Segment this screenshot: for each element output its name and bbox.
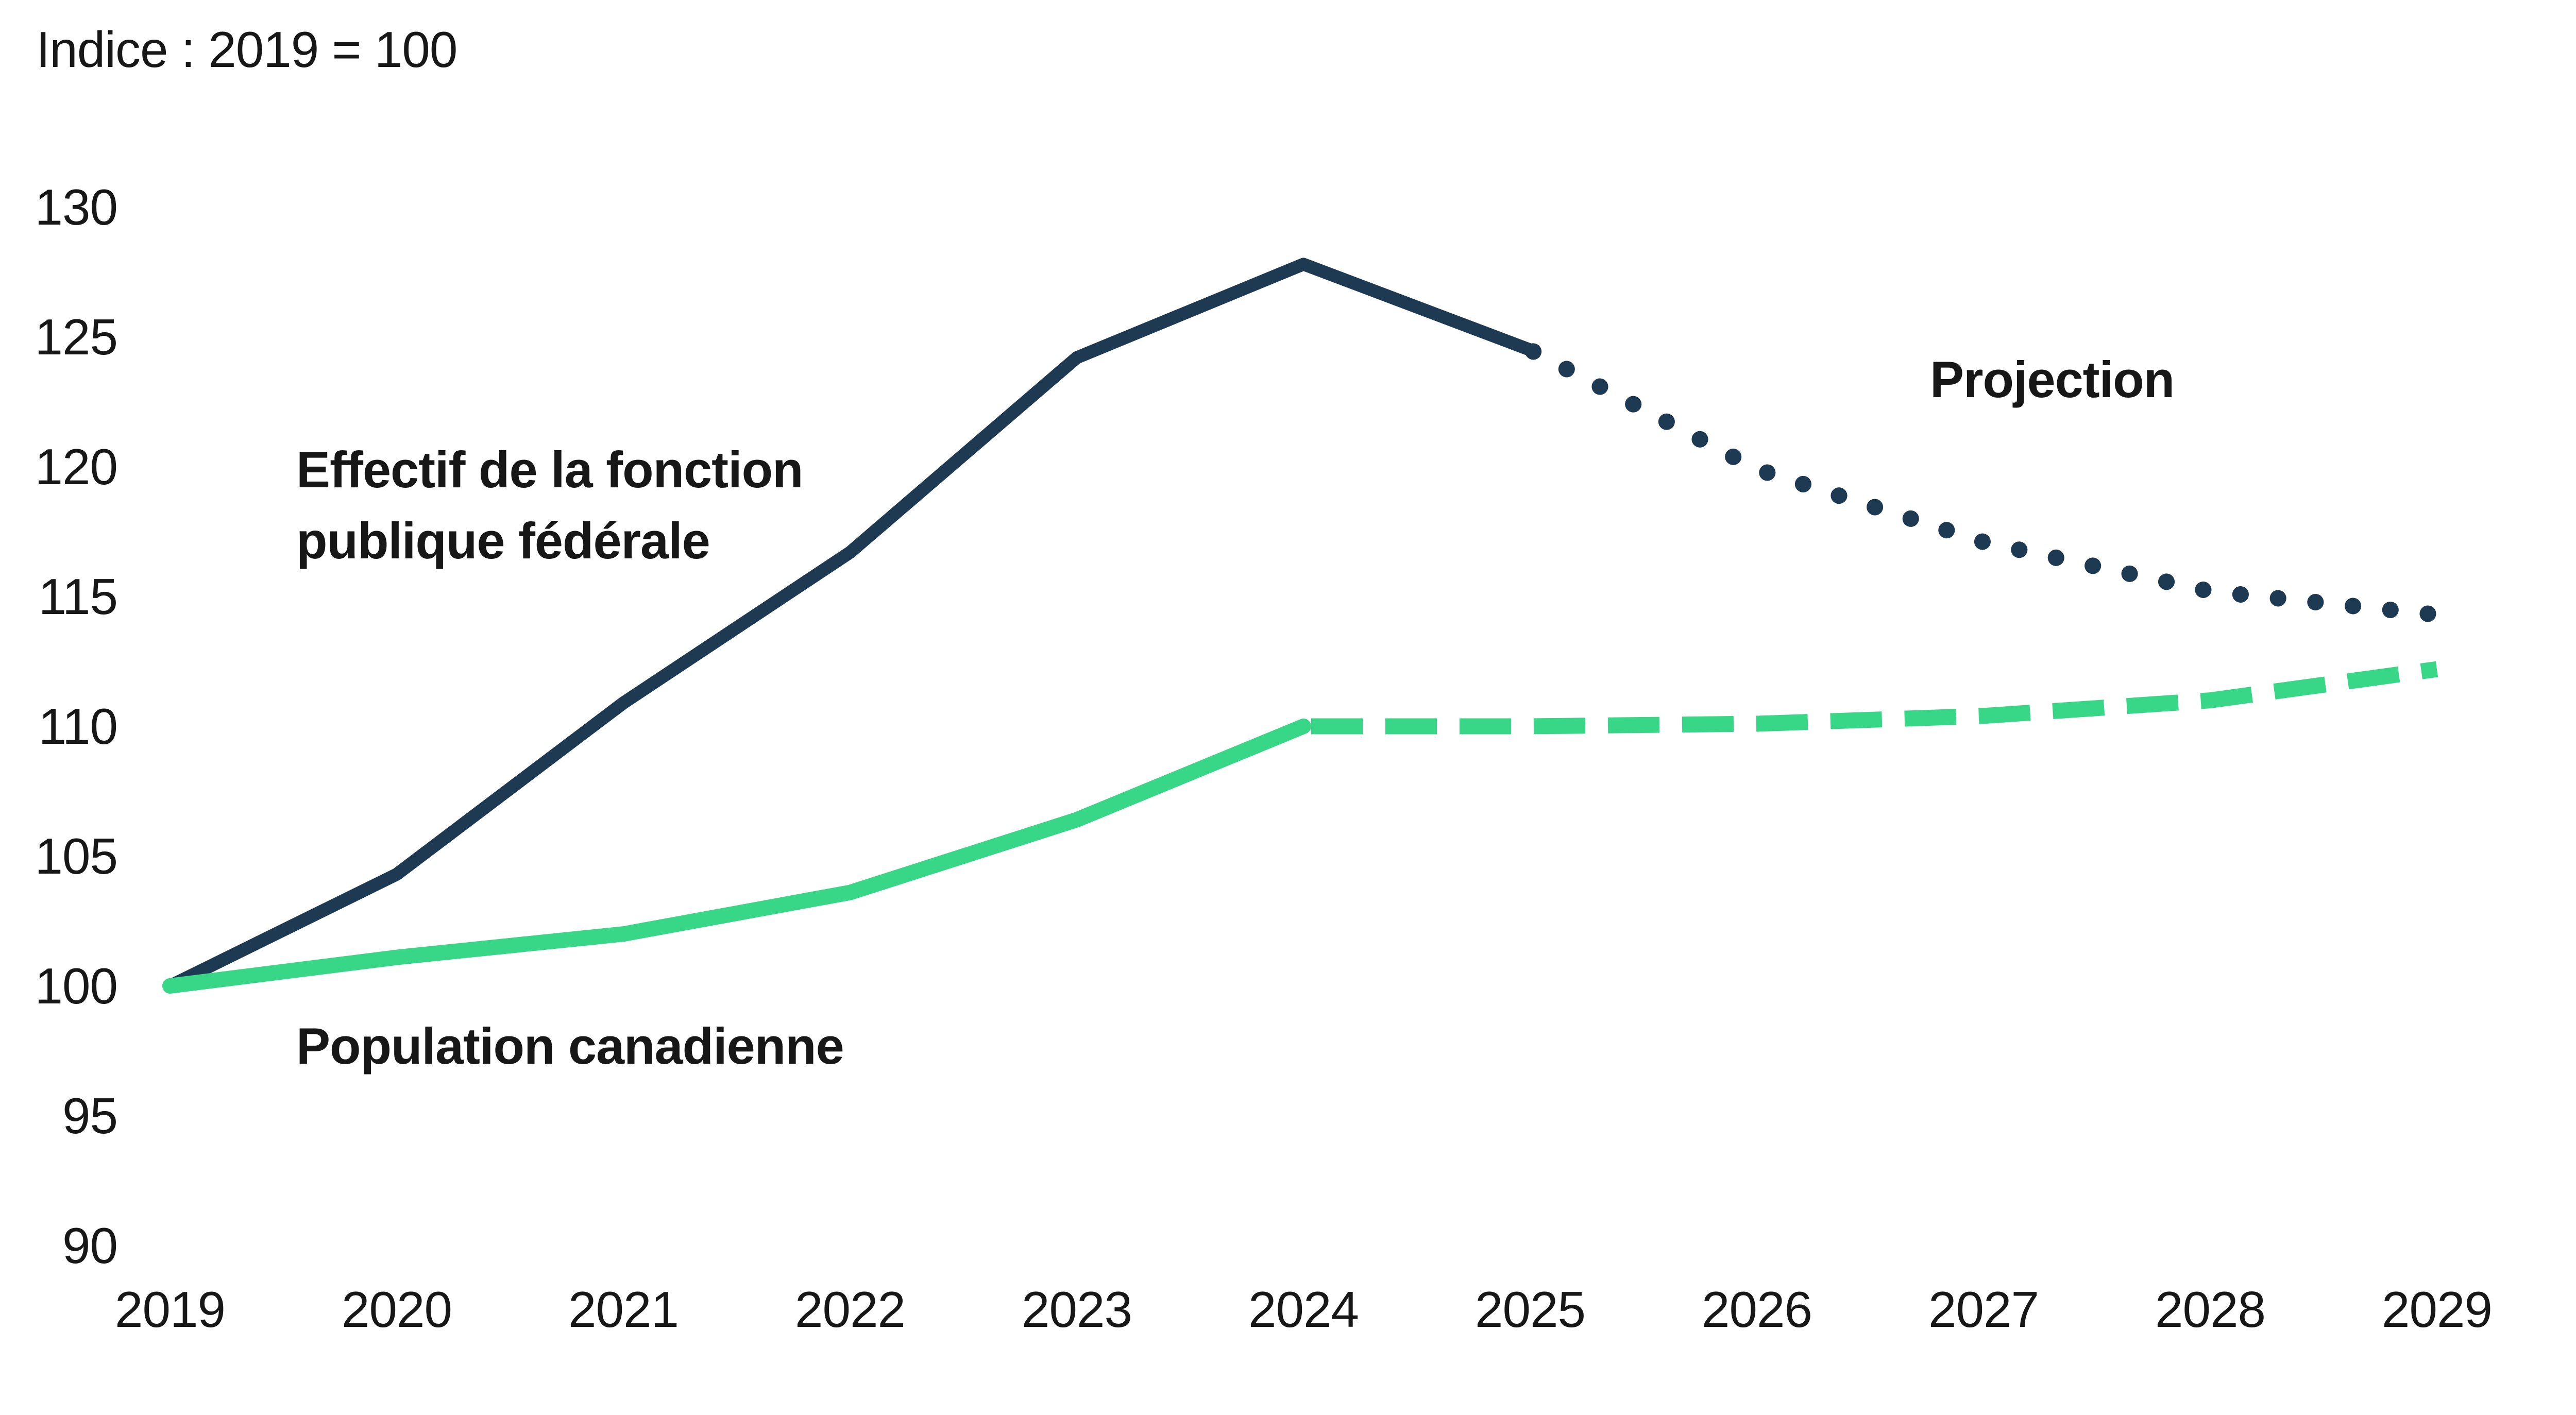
x-tick-label-2019: 2019 <box>114 1281 226 1338</box>
y-tick-label-100: 100 <box>35 958 118 1014</box>
federal-workforce-line-projection-dotted <box>1522 342 2445 623</box>
federal-workforce-series-label: Effectif de la fonction publique fédéral… <box>296 441 804 569</box>
y-tick-label-130: 130 <box>35 179 118 235</box>
chart-title: Indice : 2019 = 100 <box>36 21 457 78</box>
x-tick-label-2024: 2024 <box>1248 1281 1359 1338</box>
x-tick-label-2025: 2025 <box>1475 1281 1586 1338</box>
y-tick-label-105: 105 <box>35 828 118 884</box>
y-tick-label-115: 115 <box>38 568 118 625</box>
y-tick-label-110: 110 <box>38 698 118 755</box>
canadian-population-line-solid <box>162 719 1311 994</box>
y-tick-label-90: 90 <box>62 1217 118 1274</box>
y-tick-label-120: 120 <box>35 438 118 495</box>
x-tick-label-2027: 2027 <box>1928 1281 2039 1338</box>
x-tick-label-2026: 2026 <box>1701 1281 1812 1338</box>
canadian-population-line-projection-dashed <box>1303 661 2438 735</box>
projection-label: Projection <box>1930 351 2175 408</box>
x-tick-label-2020: 2020 <box>341 1281 452 1338</box>
x-tick-label-2029: 2029 <box>2381 1281 2493 1338</box>
x-tick-label-2022: 2022 <box>794 1281 906 1338</box>
x-tick-label-2023: 2023 <box>1021 1281 1132 1338</box>
y-tick-label-95: 95 <box>62 1087 118 1144</box>
federal-workforce-line-solid <box>163 258 1537 993</box>
canadian-population-series-label: Population canadienne <box>296 1017 844 1075</box>
y-tick-label-125: 125 <box>35 309 118 365</box>
x-tick-label-2021: 2021 <box>568 1281 679 1338</box>
x-tick-label-2028: 2028 <box>2155 1281 2266 1338</box>
